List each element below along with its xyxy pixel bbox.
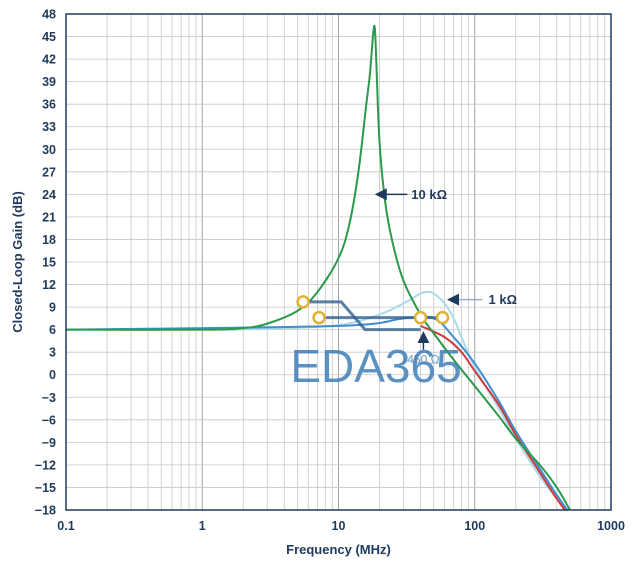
y-tick-label: 27	[42, 165, 56, 179]
annotations: 10 kΩ 1 kΩ 450 Ω	[374, 187, 517, 367]
x-axis-label: Frequency (MHz)	[286, 542, 391, 557]
annotation-label: 450 Ω	[407, 353, 439, 367]
x-tick-label: 1	[199, 519, 206, 533]
y-tick-label: −9	[42, 436, 56, 450]
y-tick-label: −18	[35, 504, 56, 518]
series-line	[66, 291, 568, 510]
y-tick-label: 30	[42, 143, 56, 157]
plot-frame	[65, 13, 612, 511]
x-tick-label: 100	[464, 519, 485, 533]
x-tick-labels: 0.1 1 10 100 1000	[57, 519, 625, 533]
y-tick-label: 21	[42, 210, 56, 224]
highlight-circle	[312, 310, 326, 325]
y-tick-label: 18	[42, 233, 56, 247]
y-tick-label: 24	[42, 188, 56, 202]
trace-line	[303, 300, 421, 332]
series-line	[66, 24, 571, 510]
y-tick-label: 12	[42, 278, 56, 292]
highlight-circle	[435, 310, 450, 325]
y-tick-label: 9	[49, 301, 56, 315]
y-tick-label: −15	[35, 481, 56, 495]
y-axis-label: Closed-Loop Gain (dB)	[10, 191, 25, 333]
y-tick-label: −6	[42, 413, 56, 427]
annotation-label: 10 kΩ	[411, 187, 447, 202]
x-tick-label: 0.1	[57, 519, 74, 533]
highlight-circle	[296, 295, 310, 309]
y-tick-label: 39	[42, 75, 56, 89]
series-line	[66, 315, 569, 510]
annotation-label: 1 kΩ	[489, 292, 517, 307]
series-lines	[66, 24, 571, 510]
series-line	[420, 324, 567, 510]
x-tick-label: 1000	[597, 519, 625, 533]
y-tick-label: 6	[49, 323, 56, 337]
y-tick-label: 42	[42, 53, 56, 67]
highlight-circle	[413, 310, 428, 325]
watermark: EDA365	[290, 340, 461, 392]
y-tick-label: 15	[42, 256, 56, 270]
y-tick-label: 3	[49, 346, 56, 360]
y-tick-label: −3	[42, 391, 56, 405]
y-tick-label: 36	[42, 98, 56, 112]
y-tick-label: 33	[42, 120, 56, 134]
x-tick-label: 10	[332, 519, 346, 533]
y-tick-label: 45	[42, 30, 56, 44]
grid	[65, 13, 611, 511]
y-tick-label: −12	[35, 458, 56, 472]
y-tick-labels: −18−15−12−9−6−30369121518212427303336394…	[35, 8, 56, 518]
y-tick-label: 0	[49, 368, 56, 382]
overlay	[296, 295, 450, 332]
y-tick-label: 48	[42, 8, 56, 22]
